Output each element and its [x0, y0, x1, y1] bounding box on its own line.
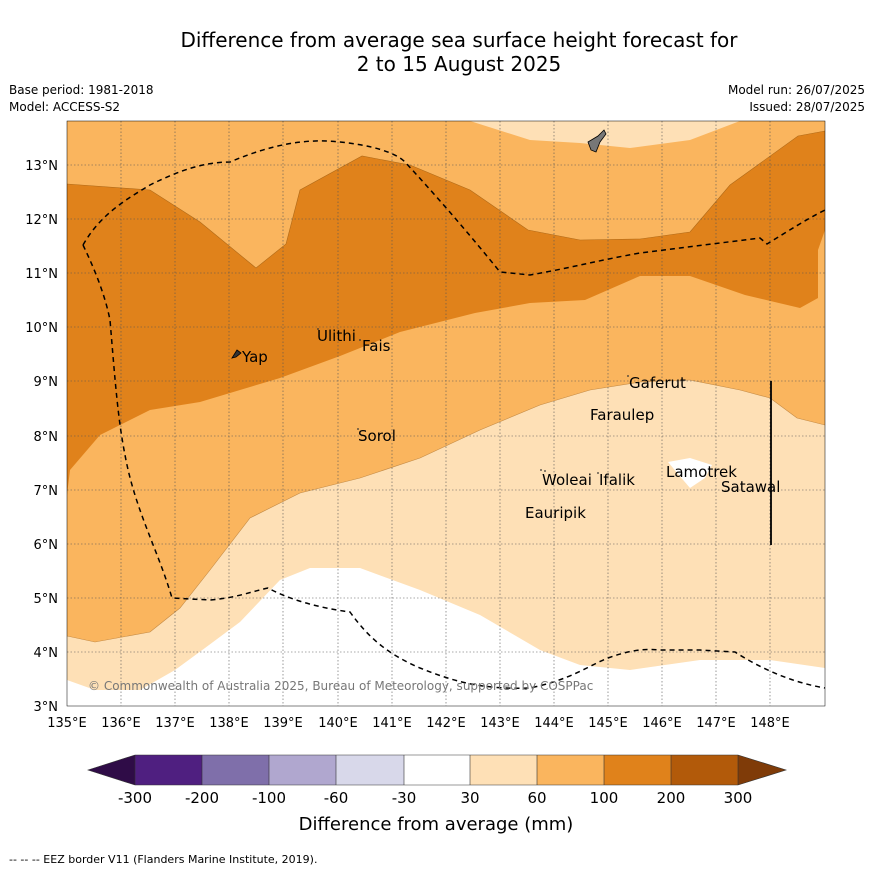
label-lamotrek: Lamotrek: [666, 463, 737, 481]
base-period: Base period: 1981-2018: [9, 83, 154, 97]
map-grid: [67, 121, 825, 706]
band-100-200: [67, 131, 825, 495]
colorbar-segment: [404, 755, 470, 785]
lon-tick-labels: 135°E 136°E 137°E 138°E 139°E 140°E 141°…: [47, 716, 790, 731]
colorbar-extend-low: [88, 755, 135, 785]
lat-tick: 13°N: [25, 159, 58, 174]
label-gaferut: Gaferut: [629, 374, 686, 392]
label-fais: Fais: [362, 337, 391, 355]
lon-tick: 136°E: [101, 716, 141, 731]
colorbar-segment: [537, 755, 604, 785]
label-satawal: Satawal: [721, 478, 780, 496]
lon-tick: 147°E: [696, 716, 736, 731]
colorbar-segment: [135, 755, 202, 785]
lat-tick: 7°N: [34, 484, 59, 499]
atoll-dots: [317, 328, 629, 474]
colorbar-tick: 100: [590, 789, 619, 807]
colorbar-segment: [470, 755, 537, 785]
lon-tick: 144°E: [534, 716, 574, 731]
meta-right: Model run: 26/07/2025 Issued: 28/07/2025: [728, 82, 865, 116]
lon-tick: 135°E: [47, 716, 87, 731]
map-title: Difference from average sea surface heig…: [0, 28, 873, 76]
lat-tick-labels: 3°N 4°N 5°N 6°N 7°N 8°N 9°N 10°N 11°N 12…: [25, 159, 58, 715]
colorbar-tick: -30: [392, 789, 417, 807]
yap-island-shape: [231, 349, 242, 359]
colorbar-label: Difference from average (mm): [299, 814, 574, 835]
lat-tick: 12°N: [25, 213, 58, 228]
model-run: Model run: 26/07/2025: [727, 83, 865, 97]
meta-left: Base period: 1981-2018 Model: ACCESS-S2: [9, 82, 154, 116]
lon-tick: 148°E: [750, 716, 790, 731]
lon-tick: 142°E: [426, 716, 466, 731]
lon-tick: 137°E: [155, 716, 195, 731]
colorbar-tick: -100: [252, 789, 286, 807]
colorbar-ticks: -300 -200 -100 -60 -30 30 60 100 200 300: [118, 789, 752, 807]
lon-tick: 138°E: [209, 716, 249, 731]
lon-tick: 143°E: [480, 716, 520, 731]
lon-tick: 140°E: [318, 716, 358, 731]
colorbar-segment: [202, 755, 269, 785]
colorbar-segment: [269, 755, 336, 785]
place-labels: Yap Ulithi Fais Sorol Gaferut Faraulep W…: [241, 327, 780, 522]
colorbar-tick: 200: [657, 789, 686, 807]
colorbar-extend-high: [738, 755, 786, 785]
copyright-text: © Commonwealth of Australia 2025, Bureau…: [88, 679, 593, 693]
band-minus30-30-lamotrek: [668, 458, 712, 488]
guam-island-shape: [587, 129, 607, 153]
eez-border-north: [82, 140, 825, 276]
label-ulithi: Ulithi: [317, 327, 356, 345]
label-sorol: Sorol: [358, 427, 396, 445]
issued-date: Issued: 28/07/2025: [749, 100, 865, 114]
map-frame: [66, 120, 826, 707]
colorbar-tick: 300: [724, 789, 753, 807]
lat-tick: 11°N: [25, 267, 58, 282]
colorbar: -300 -200 -100 -60 -30 30 60 100 200 300…: [87, 754, 788, 835]
label-ifalik: Ifalik: [599, 471, 635, 489]
label-woleai: Woleai: [542, 471, 592, 489]
lon-tick: 146°E: [642, 716, 682, 731]
title-line-2: 2 to 15 August 2025: [356, 52, 562, 76]
lat-tick: 5°N: [34, 592, 59, 607]
colorbar-segment: [604, 755, 671, 785]
lat-tick: 4°N: [34, 646, 59, 661]
lat-tick: 8°N: [34, 430, 59, 445]
title-line-1: Difference from average sea surface heig…: [180, 28, 738, 52]
model-name: Model: ACCESS-S2: [9, 100, 121, 114]
label-faraulep: Faraulep: [590, 406, 654, 424]
lon-tick: 141°E: [372, 716, 412, 731]
colorbar-tick: -60: [324, 789, 349, 807]
lat-tick: 10°N: [25, 321, 58, 336]
colorbar-tick: 30: [460, 789, 479, 807]
eez-border-south: [82, 244, 825, 690]
lon-tick: 145°E: [588, 716, 628, 731]
label-eauripik: Eauripik: [525, 504, 586, 522]
eez-footer-note: -- -- -- EEZ border V11 (Flanders Marine…: [9, 853, 318, 866]
colorbar-tick: -300: [118, 789, 152, 807]
colorbar-tick: 60: [527, 789, 546, 807]
sea-level-map: [67, 121, 825, 706]
colorbar-segment: [336, 755, 404, 785]
lat-tick: 3°N: [34, 700, 59, 715]
contour-line-100: [67, 130, 825, 269]
colorbar-segment: [671, 755, 738, 785]
lat-tick: 9°N: [34, 375, 59, 390]
colorbar-tick: -200: [185, 789, 219, 807]
label-yap: Yap: [241, 348, 268, 366]
lat-tick: 6°N: [34, 538, 59, 553]
lon-tick: 139°E: [263, 716, 303, 731]
